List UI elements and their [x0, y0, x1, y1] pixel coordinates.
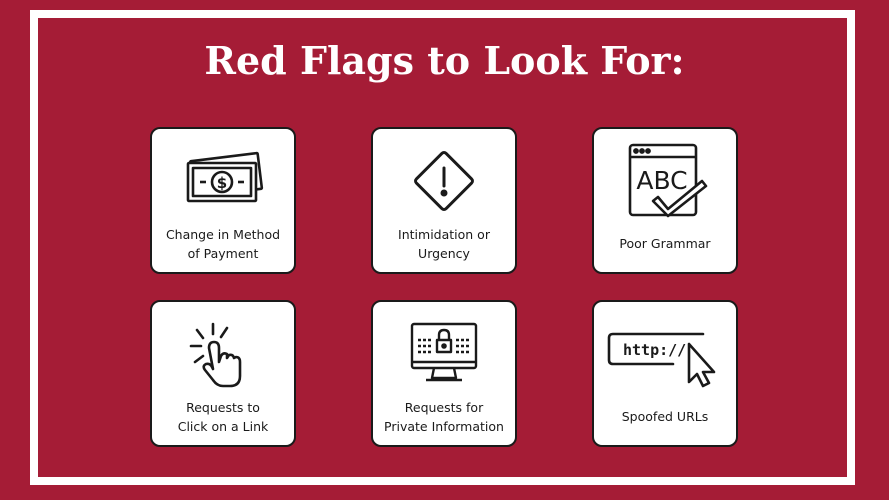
card-label: Poor Grammar: [598, 234, 732, 253]
svg-text:$: $: [217, 174, 227, 192]
card-label: Intimidation or Urgency: [377, 225, 511, 263]
card-label-line2: of Payment: [187, 246, 259, 261]
url-text: http://: [623, 341, 686, 359]
card-label-line1: Spoofed URLs: [621, 409, 709, 424]
card-label: Change in Method of Payment: [156, 225, 290, 263]
lock-monitor-icon: [373, 314, 515, 394]
card-private-info: Requests for Private Information: [371, 300, 517, 447]
card-label: Requests to Click on a Link: [156, 398, 290, 436]
card-label-line1: Change in Method: [165, 227, 281, 242]
warning-icon: [373, 141, 515, 221]
card-spoofed-urls: http:// Spoofed URLs: [592, 300, 738, 447]
card-intimidation-urgency: Intimidation or Urgency: [371, 127, 517, 274]
page-title: Red Flags to Look For:: [204, 38, 685, 83]
card-label: Spoofed URLs: [598, 407, 732, 426]
card-change-in-payment: $ Change in Method of Payment: [150, 127, 296, 274]
card-label-line2: Private Information: [384, 419, 504, 434]
svg-text:ABC: ABC: [636, 166, 687, 195]
card-label: Requests for Private Information: [377, 398, 511, 436]
card-label-line1: Intimidation or: [398, 227, 490, 242]
card-label-line1: Requests for: [404, 400, 484, 415]
card-poor-grammar: ABC Poor Grammar: [592, 127, 738, 274]
card-label-line2: Urgency: [418, 246, 470, 261]
abc-checkmark-icon: ABC: [594, 141, 736, 221]
pointer-click-icon: [152, 314, 294, 394]
card-label-line2: Click on a Link: [177, 419, 269, 434]
white-border-frame: [30, 10, 855, 485]
card-click-link: Requests to Click on a Link: [150, 300, 296, 447]
card-label-line1: Requests to: [186, 400, 260, 415]
money-icon: $: [152, 141, 294, 221]
card-label-line1: Poor Grammar: [619, 236, 711, 251]
url-cursor-icon: http://: [594, 314, 736, 394]
